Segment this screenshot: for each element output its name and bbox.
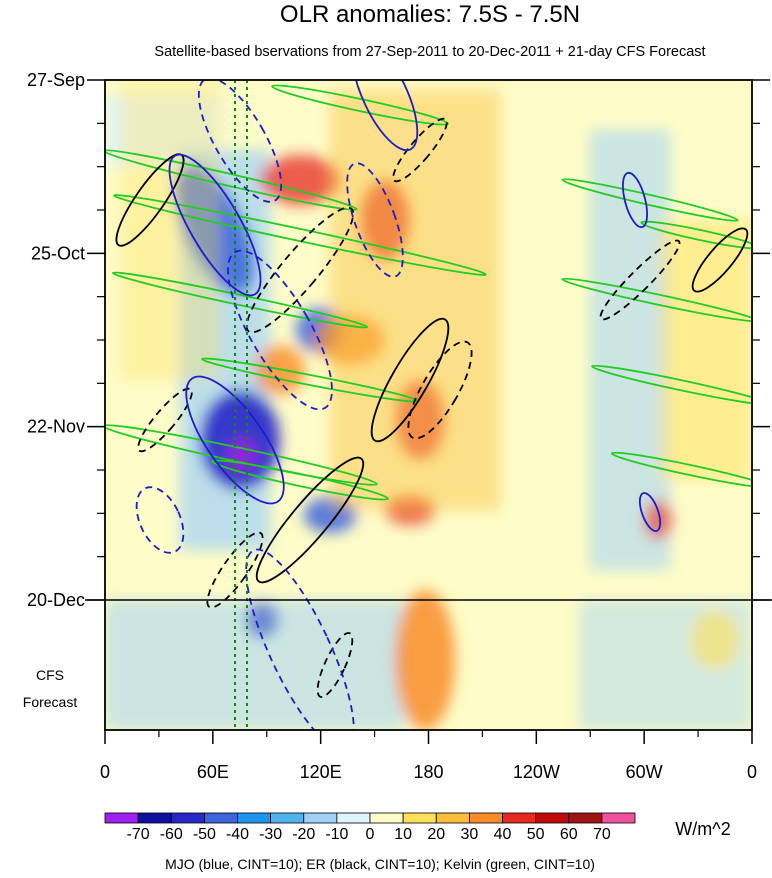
colorbar-label: 50 <box>527 826 545 843</box>
colorbar-label: 0 <box>366 826 375 843</box>
er-contour <box>691 227 749 293</box>
colorbar-unit: W/m^2 <box>675 819 730 839</box>
contour-legend-footer: MJO (blue, CINT=10); ER (black, CINT=10)… <box>165 856 595 872</box>
colorbar-label: 40 <box>494 826 512 843</box>
colorbar-swatch <box>170 812 205 824</box>
kelvin-contour <box>591 364 752 406</box>
mjo-contours <box>135 80 662 730</box>
colorbar-swatch <box>137 812 172 824</box>
colorbar-swatch <box>568 812 603 824</box>
anomaly-patch <box>120 80 220 380</box>
anomaly-patch <box>590 130 670 570</box>
kelvin-contour <box>561 277 752 323</box>
colorbar-label: 20 <box>427 826 445 843</box>
mjo-contour <box>622 171 648 229</box>
colorbar-swatch <box>303 812 338 824</box>
colorbar-label: -50 <box>193 826 216 843</box>
colorbar-swatch <box>601 812 636 824</box>
colorbar-swatch <box>203 812 238 824</box>
anomaly-patch <box>105 600 405 730</box>
colorbar-label: -20 <box>292 826 315 843</box>
colorbar-label: -40 <box>226 826 249 843</box>
anomaly-patch <box>690 610 740 670</box>
y-tick-label: 27-Sep <box>27 70 85 90</box>
y-tick-label: 22-Nov <box>27 417 85 437</box>
colorbar: -70 -60 -50 -40 -30 -20 -10 0 10 20 30 40 50 60 70 <box>104 812 636 843</box>
colorbar-label: -30 <box>259 826 282 843</box>
colorbar-label: 10 <box>394 826 412 843</box>
anomaly-patch <box>660 220 752 480</box>
x-tick-label: 60W <box>626 762 663 782</box>
kelvin-contours <box>105 84 752 501</box>
x-tick-label: 60E <box>197 762 229 782</box>
x-tick-label: 120E <box>300 762 342 782</box>
colorbar-swatch <box>435 812 470 824</box>
kelvin-contour <box>561 178 739 222</box>
chart-title: OLR anomalies: 7.5S - 7.5N <box>280 1 580 28</box>
colorbar-swatch <box>237 812 272 824</box>
x-axis: 0 60E 120E 180 120W 60W 0 <box>100 730 757 782</box>
er-contour <box>316 632 354 698</box>
mjo-contour <box>245 548 355 730</box>
colorbar-swatch <box>369 812 404 824</box>
forecast-label-line2: Forecast <box>23 694 78 710</box>
kelvin-contour <box>211 459 389 501</box>
kelvin-contour <box>640 220 752 250</box>
anomaly-patch <box>644 500 672 540</box>
anomaly-patch <box>260 155 340 205</box>
x-tick-label: 120W <box>513 762 560 782</box>
mjo-contour <box>135 486 185 554</box>
colorbar-label: 60 <box>560 826 578 843</box>
er-contour <box>137 387 193 453</box>
kelvin-contour <box>111 271 369 329</box>
colorbar-swatch <box>402 812 437 824</box>
olr-anomaly-field <box>105 80 752 730</box>
colorbar-swatch <box>270 812 305 824</box>
er-contour <box>255 456 365 584</box>
er-contours <box>115 117 749 698</box>
colorbar-label: -10 <box>325 826 348 843</box>
colorbar-swatch <box>336 812 371 824</box>
kelvin-contour <box>610 451 752 489</box>
forecast-label-line1: CFS <box>36 667 64 683</box>
kelvin-contour <box>113 194 487 276</box>
anomaly-patch <box>228 439 256 471</box>
y-axis: 27-Sep 25-Oct 22-Nov 20-Dec <box>27 70 770 610</box>
x-tick-label: 0 <box>100 762 110 782</box>
mjo-contour <box>351 80 419 152</box>
y-tick-label: 25-Oct <box>31 243 85 263</box>
colorbar-label: 70 <box>593 826 611 843</box>
colorbar-label: 30 <box>460 826 478 843</box>
colorbar-label: -70 <box>127 826 150 843</box>
er-contour <box>245 206 355 334</box>
mjo-contour <box>638 492 662 532</box>
mjo-contour <box>346 162 404 278</box>
x-tick-label: 0 <box>747 762 757 782</box>
colorbar-swatch <box>104 812 139 824</box>
er-contour <box>206 531 264 609</box>
mjo-contour <box>185 375 285 505</box>
kelvin-contour <box>271 84 449 126</box>
mjo-contour <box>227 249 333 411</box>
chart-subtitle: Satellite-based bservations from 27-Sep-… <box>154 44 705 60</box>
kelvin-contour <box>105 149 358 211</box>
colorbar-swatch <box>535 812 570 824</box>
anomaly-patch <box>330 90 500 510</box>
er-contour <box>599 239 681 321</box>
er-contour <box>392 117 448 183</box>
x-tick-label: 180 <box>413 762 443 782</box>
mjo-contour <box>197 80 283 203</box>
colorbar-swatch <box>468 812 503 824</box>
plot-area <box>105 80 752 730</box>
colorbar-label: -60 <box>160 826 183 843</box>
y-tick-label: 20-Dec <box>27 590 85 610</box>
er-contour <box>370 317 450 443</box>
anomaly-patch <box>395 590 455 730</box>
mjo-contour <box>168 153 262 297</box>
er-contour <box>407 340 473 440</box>
colorbar-swatch <box>502 812 537 824</box>
